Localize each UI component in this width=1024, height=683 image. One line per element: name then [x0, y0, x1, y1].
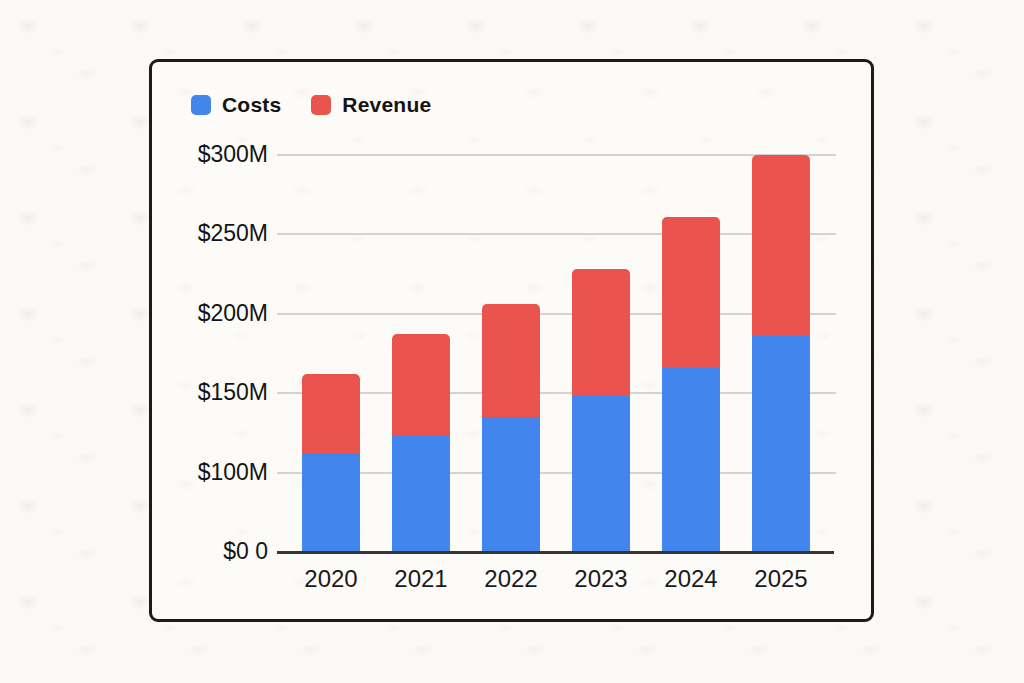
- x-axis-tick-label: 2020: [286, 566, 376, 592]
- x-axis-tick-label: 2023: [556, 566, 646, 592]
- costs-color-swatch: [191, 95, 211, 115]
- x-axis-line: [277, 551, 834, 554]
- legend-item-revenue: Revenue: [311, 93, 431, 117]
- bar-costs-2023: [572, 396, 630, 552]
- bar-costs-2021: [392, 436, 450, 552]
- legend-label-revenue: Revenue: [342, 93, 431, 117]
- gridline-300: [277, 154, 836, 156]
- chart-legend: Costs Revenue: [191, 93, 431, 117]
- bar-costs-2022: [482, 417, 540, 552]
- y-axis-tick-label: $300M: [172, 143, 268, 166]
- bar-costs-2025: [752, 336, 810, 552]
- chart-card: Costs Revenue $300M $250M $200M $150M $100M $…: [149, 59, 874, 622]
- screenshot-stage: Costs Revenue $300M $250M $200M $150M $100M $…: [0, 0, 1024, 683]
- bar-revenue-2025: [752, 155, 810, 336]
- x-axis-tick-label: 2024: [646, 566, 736, 592]
- bar-revenue-2024: [662, 217, 720, 368]
- legend-label-costs: Costs: [222, 93, 281, 117]
- bar-revenue-2023: [572, 269, 630, 396]
- bar-revenue-2020: [302, 374, 360, 453]
- x-axis-tick-label: 2021: [376, 566, 466, 592]
- bar-revenue-2021: [392, 334, 450, 436]
- bar-costs-2024: [662, 368, 720, 552]
- x-axis-tick-label: 2025: [736, 566, 826, 592]
- y-axis-tick-label: $250M: [172, 222, 268, 245]
- revenue-color-swatch: [311, 95, 331, 115]
- bar-costs-2020: [302, 454, 360, 552]
- y-axis-tick-label: $100M: [172, 461, 268, 484]
- y-axis-tick-label: $150M: [172, 381, 268, 404]
- bar-revenue-2022: [482, 304, 540, 417]
- x-axis-tick-label: 2022: [466, 566, 556, 592]
- y-axis-tick-label: $200M: [172, 302, 268, 325]
- y-axis-tick-label: $0 0: [172, 540, 268, 563]
- legend-item-costs: Costs: [191, 93, 281, 117]
